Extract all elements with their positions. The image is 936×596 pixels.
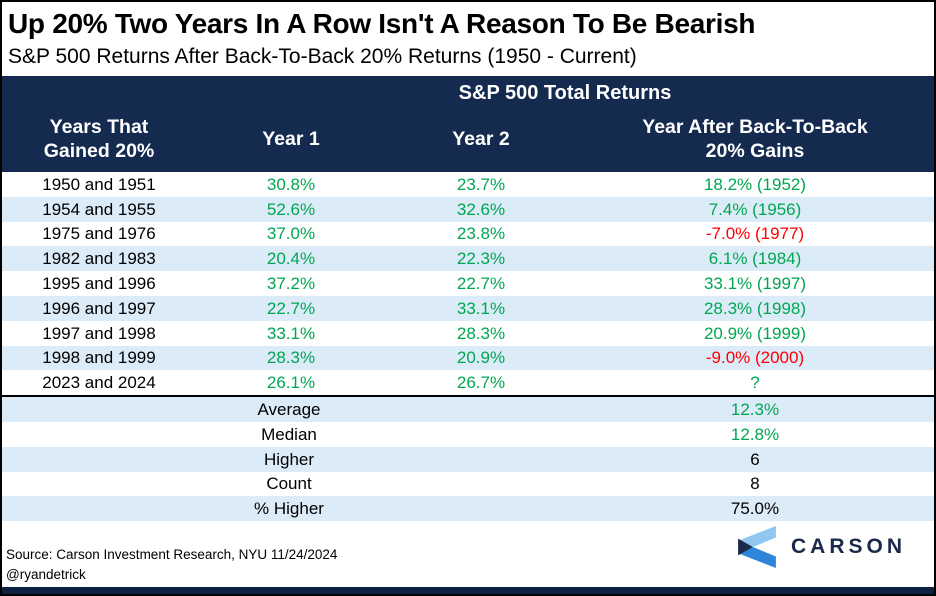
cell-year1: 30.8% xyxy=(266,174,316,194)
cell-years: 1995 and 1996 xyxy=(42,274,156,294)
page-subtitle: S&P 500 Returns After Back-To-Back 20% R… xyxy=(8,44,637,68)
carson-logo-icon xyxy=(738,526,776,569)
summary-label: Average xyxy=(257,400,321,420)
cell-years: 1975 and 1976 xyxy=(42,224,156,244)
col-header-year1: Year 1 xyxy=(262,127,320,150)
author-handle: @ryandetrick xyxy=(6,567,86,583)
cell-year1: 20.4% xyxy=(266,249,316,269)
summary-row: Average 12.3% xyxy=(2,397,934,422)
table-row: 1982 and 1983 20.4% 22.3% 6.1% (1984) xyxy=(2,246,934,272)
summary-value: 75.0% xyxy=(730,499,780,519)
cell-years: 1982 and 1983 xyxy=(42,249,156,269)
cell-year1: 26.1% xyxy=(266,373,316,393)
summary-label: % Higher xyxy=(254,499,324,519)
summary-row: Higher 6 xyxy=(2,446,934,472)
cell-year-after: 33.1% (1997) xyxy=(703,274,807,294)
cell-year2: 26.7% xyxy=(456,373,506,393)
summary-value: 12.8% xyxy=(730,424,780,444)
table-row: 1998 and 1999 28.3% 20.9% -9.0% (2000) xyxy=(2,345,934,371)
cell-years: 1954 and 1955 xyxy=(42,199,156,219)
cell-year-after: 7.4% (1956) xyxy=(708,199,802,219)
cell-year2: 22.3% xyxy=(456,249,506,269)
summary-row: % Higher 75.0% xyxy=(2,496,934,522)
summary-separator xyxy=(2,395,934,398)
title-block: Up 20% Two Years In A Row Isn't A Reason… xyxy=(2,2,934,76)
page-title: Up 20% Two Years In A Row Isn't A Reason… xyxy=(8,8,756,39)
table-row: 2023 and 2024 26.1% 26.7%? xyxy=(2,370,934,395)
bottom-bar xyxy=(2,587,934,594)
cell-year2: 23.8% xyxy=(456,224,506,244)
cell-year1: 52.6% xyxy=(266,199,316,219)
table-row: 1950 and 1951 30.8% 23.7% 18.2% (1952) xyxy=(2,172,934,197)
cell-year1: 22.7% xyxy=(266,298,316,318)
cell-year2: 32.6% xyxy=(456,199,506,219)
cell-year-after: -7.0% (1977) xyxy=(705,224,805,244)
carson-logo-text: CARSON xyxy=(790,535,906,559)
cell-years: 1950 and 1951 xyxy=(42,174,156,194)
cell-year1: 28.3% xyxy=(266,348,316,368)
source-text: Source: Carson Investment Research, NYU … xyxy=(6,547,338,563)
summary-label: Higher xyxy=(263,449,315,469)
table-body: 1950 and 1951 30.8% 23.7% 18.2% (1952) 1954 … xyxy=(2,172,934,395)
table-row: 1995 and 1996 37.2% 22.7% 33.1% (1997) xyxy=(2,271,934,296)
cell-year2: 28.3% xyxy=(456,323,506,343)
cell-year-after: -9.0% (2000) xyxy=(705,348,805,368)
summary-value: 8 xyxy=(750,474,760,494)
table-header: S&P 500 Total Returns Years That Gained … xyxy=(2,76,934,172)
cell-year1: 37.2% xyxy=(266,274,316,294)
carson-logo: CARSON xyxy=(738,526,906,569)
table-row: 1975 and 1976 37.0% 23.8% -7.0% (1977) xyxy=(2,222,934,247)
cell-years: 1996 and 1997 xyxy=(42,298,156,318)
col-header-year2: Year 2 xyxy=(452,127,510,150)
summary-value: 12.3% xyxy=(730,400,780,420)
cell-year2: 22.7% xyxy=(456,274,506,294)
table-row: 1954 and 1955 52.6% 32.6% 7.4% (1956) xyxy=(2,196,934,222)
summary-row: Median 12.8% xyxy=(2,422,934,447)
cell-year2: 23.7% xyxy=(456,174,506,194)
cell-year2: 20.9% xyxy=(456,348,506,368)
summary-label: Median xyxy=(261,424,317,444)
col-header-year-after: Year After Back-To-Back 20% Gains xyxy=(642,115,868,162)
table-summary: Average 12.3% Median 12.8% Higher 6 Count 8% Hi… xyxy=(2,397,934,522)
cell-year2: 33.1% xyxy=(456,298,506,318)
table-group-header-row: S&P 500 Total Returns xyxy=(2,76,934,106)
group-header-spacer xyxy=(2,76,196,106)
cell-year-after: ? xyxy=(750,373,760,393)
summary-label: Count xyxy=(266,474,312,494)
cell-year-after: 20.9% (1999) xyxy=(703,323,807,343)
footer: Source: Carson Investment Research, NYU … xyxy=(2,521,934,587)
cell-year-after: 18.2% (1952) xyxy=(703,174,807,194)
table-row: 1997 and 1998 33.1% 28.3% 20.9% (1999) xyxy=(2,321,934,346)
summary-row: Count 8 xyxy=(2,472,934,497)
table-row: 1996 and 1997 22.7% 33.1% 28.3% (1998) xyxy=(2,295,934,321)
col-header-years-gained: Years That Gained 20% xyxy=(43,115,155,162)
group-header-title: S&P 500 Total Returns xyxy=(458,81,672,104)
cell-year1: 37.0% xyxy=(266,224,316,244)
cell-years: 2023 and 2024 xyxy=(42,373,156,393)
cell-year-after: 28.3% (1998) xyxy=(703,298,807,318)
table-column-headers: Years That Gained 20% Year 1 Year 2 Year… xyxy=(2,106,934,172)
cell-year1: 33.1% xyxy=(266,323,316,343)
cell-years: 1998 and 1999 xyxy=(42,348,156,368)
summary-value: 6 xyxy=(750,449,760,469)
cell-years: 1997 and 1998 xyxy=(42,323,156,343)
cell-year-after: 6.1% (1984) xyxy=(708,249,802,269)
